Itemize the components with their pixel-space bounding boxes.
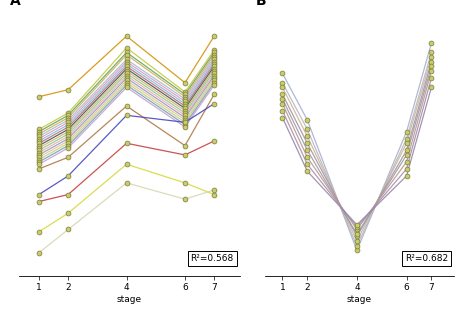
X-axis label: stage: stage [117, 295, 142, 304]
Text: B: B [256, 0, 266, 8]
Text: A: A [10, 0, 20, 8]
Text: R²=0.568: R²=0.568 [191, 254, 234, 263]
X-axis label: stage: stage [347, 295, 372, 304]
Text: R²=0.682: R²=0.682 [405, 254, 448, 263]
